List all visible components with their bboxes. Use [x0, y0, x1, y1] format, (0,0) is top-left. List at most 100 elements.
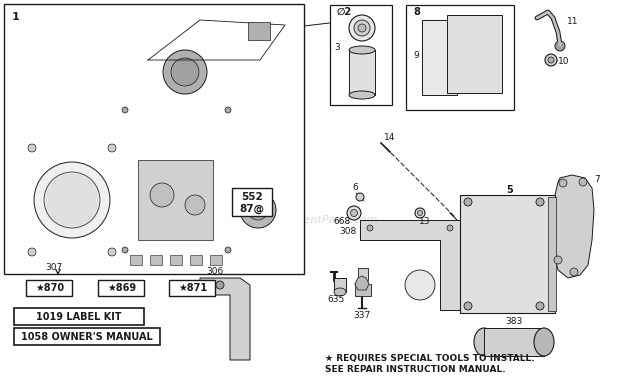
Ellipse shape [349, 91, 375, 99]
Text: 87@: 87@ [239, 204, 265, 214]
Text: 307: 307 [45, 263, 62, 273]
Circle shape [536, 198, 544, 206]
Text: 1: 1 [12, 12, 20, 22]
Text: ★869: ★869 [107, 283, 136, 293]
Circle shape [216, 281, 224, 289]
Text: eReplacementParts.com: eReplacementParts.com [242, 215, 378, 225]
Ellipse shape [474, 328, 494, 356]
Circle shape [122, 107, 128, 113]
Text: 552: 552 [241, 192, 263, 202]
Text: 8: 8 [413, 7, 420, 17]
Text: 668: 668 [334, 218, 351, 226]
Circle shape [171, 58, 199, 86]
Circle shape [225, 107, 231, 113]
Text: 1019 LABEL KIT: 1019 LABEL KIT [36, 311, 122, 321]
Circle shape [248, 200, 268, 220]
Circle shape [536, 302, 544, 310]
Circle shape [150, 183, 174, 207]
Text: 6: 6 [352, 184, 358, 192]
Ellipse shape [534, 328, 554, 356]
Circle shape [349, 15, 375, 41]
Circle shape [28, 144, 36, 152]
Text: 13: 13 [419, 216, 431, 226]
Bar [330, 5, 392, 105]
Circle shape [347, 206, 361, 220]
Polygon shape [200, 278, 250, 360]
Text: 9: 9 [413, 50, 418, 60]
Text: 1058 OWNER'S MANUAL: 1058 OWNER'S MANUAL [21, 331, 153, 341]
Circle shape [44, 172, 100, 228]
Polygon shape [228, 110, 278, 255]
Ellipse shape [334, 288, 346, 296]
Circle shape [28, 248, 36, 256]
Bar [130, 255, 142, 265]
Bar [355, 284, 371, 296]
Polygon shape [360, 220, 460, 310]
Bar [150, 255, 162, 265]
Polygon shape [25, 140, 120, 260]
Bar [358, 268, 368, 288]
Text: 308: 308 [339, 228, 356, 236]
Circle shape [185, 195, 205, 215]
Bar [484, 328, 544, 356]
Circle shape [464, 302, 472, 310]
Circle shape [350, 209, 358, 216]
Text: SEE REPAIR INSTRUCTION MANUAL.: SEE REPAIR INSTRUCTION MANUAL. [325, 365, 506, 375]
Circle shape [405, 270, 435, 300]
Polygon shape [118, 95, 240, 265]
Bar [334, 278, 346, 292]
Circle shape [548, 57, 554, 63]
Bar [548, 197, 556, 311]
Circle shape [108, 248, 116, 256]
Circle shape [354, 20, 370, 36]
Text: 337: 337 [353, 311, 371, 320]
Circle shape [122, 247, 128, 253]
Bar [210, 255, 222, 265]
Text: ★ REQUIRES SPECIAL TOOLS TO INSTALL.: ★ REQUIRES SPECIAL TOOLS TO INSTALL. [325, 353, 534, 363]
Circle shape [559, 179, 567, 187]
Circle shape [225, 247, 231, 253]
Text: 11: 11 [567, 17, 578, 27]
Bar [170, 255, 182, 265]
Text: 306: 306 [206, 268, 224, 276]
Text: 3: 3 [334, 44, 340, 52]
Text: 7: 7 [594, 176, 600, 184]
Text: 383: 383 [505, 318, 523, 326]
Circle shape [240, 192, 276, 228]
Bar [406, 5, 514, 110]
Polygon shape [355, 276, 369, 290]
Circle shape [545, 54, 557, 66]
Polygon shape [118, 60, 260, 95]
Bar [422, 20, 457, 95]
Circle shape [464, 198, 472, 206]
Circle shape [579, 178, 587, 186]
Bar [14, 328, 160, 345]
Bar [138, 160, 213, 240]
Circle shape [570, 268, 578, 276]
Bar [349, 50, 375, 95]
Circle shape [163, 50, 207, 94]
Ellipse shape [349, 46, 375, 54]
Text: 14: 14 [384, 132, 396, 142]
Text: ∅2: ∅2 [337, 7, 352, 17]
Text: 635: 635 [327, 296, 345, 305]
Text: ★871: ★871 [179, 283, 208, 293]
Circle shape [555, 41, 565, 51]
Circle shape [415, 208, 425, 218]
Circle shape [34, 162, 110, 238]
Circle shape [367, 225, 373, 231]
Bar [26, 280, 72, 296]
Bar [232, 188, 272, 216]
Bar [190, 255, 202, 265]
Circle shape [358, 24, 366, 32]
Text: 10: 10 [558, 57, 570, 67]
Bar [98, 280, 144, 296]
Bar [460, 195, 555, 313]
Circle shape [554, 256, 562, 264]
Circle shape [417, 211, 422, 216]
Bar [14, 308, 144, 325]
Circle shape [356, 193, 364, 201]
Polygon shape [553, 175, 594, 278]
Text: ★870: ★870 [35, 283, 64, 293]
Bar [447, 15, 502, 93]
